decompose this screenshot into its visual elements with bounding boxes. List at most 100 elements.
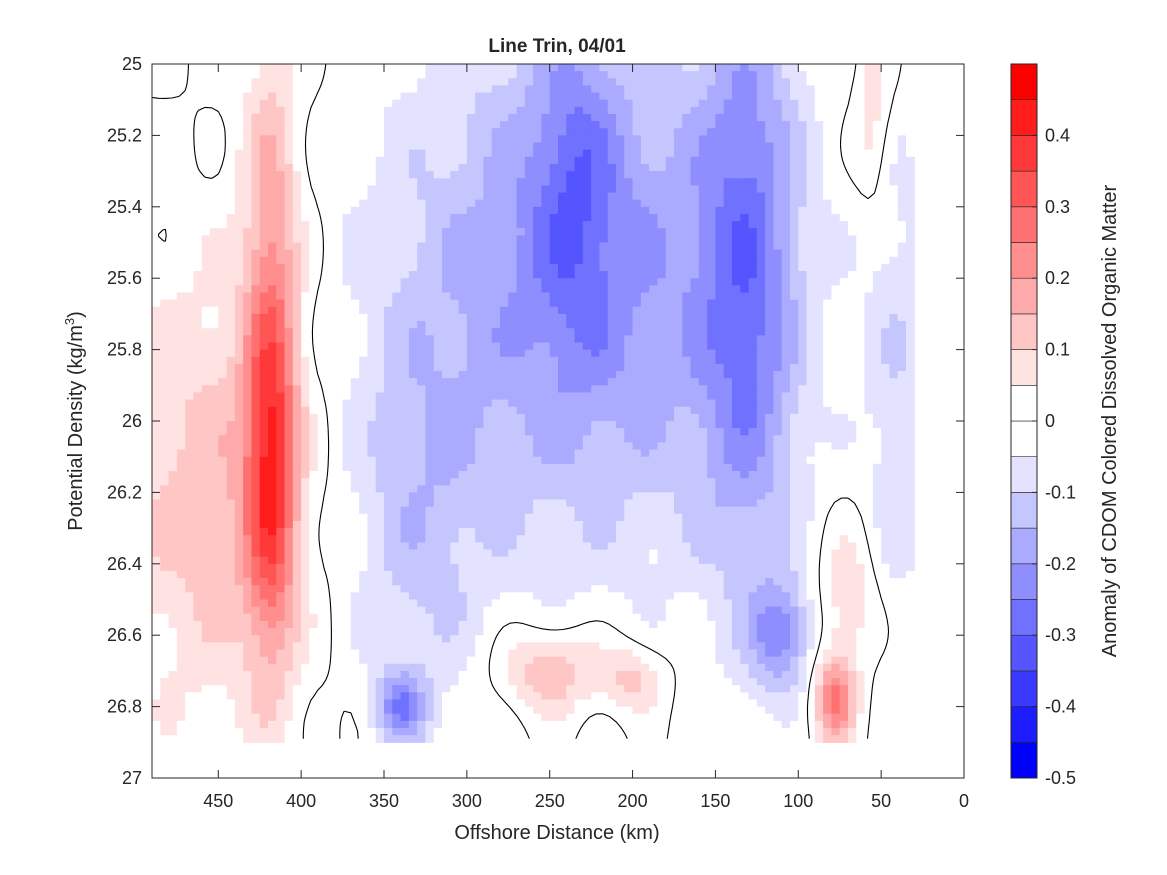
heatmap-cell [350,278,360,286]
heatmap-cell [566,478,576,486]
heatmap-cell [475,378,485,386]
heatmap-cell [268,456,277,465]
heatmap-cell [334,585,344,593]
heatmap-cell [442,313,451,322]
heatmap-cell [359,278,369,286]
heatmap-cell [392,192,402,201]
heatmap-cell [292,285,302,294]
heatmap-cell [185,399,195,408]
heatmap-cell [193,356,203,365]
heatmap-cell [400,349,410,358]
heatmap-cell [251,456,261,465]
heatmap-cell [243,628,253,636]
heatmap-cell [284,71,294,79]
heatmap-cell [516,335,526,344]
heatmap-cell [326,463,335,472]
heatmap-cell [508,635,518,643]
heatmap-cell [524,321,534,329]
heatmap-cell [541,570,551,579]
heatmap-cell [185,163,195,172]
heatmap-cell [558,685,567,693]
heatmap-cell [309,592,319,601]
heatmap-cell [400,235,410,244]
heatmap-cell [367,492,377,501]
heatmap-cell [243,206,253,215]
heatmap-cell [458,735,468,743]
heatmap-cell [276,599,286,608]
heatmap-cell [491,135,501,144]
heatmap-cell [359,535,369,543]
heatmap-cell [359,135,369,144]
heatmap-cell [442,678,451,686]
heatmap-cell [508,549,518,558]
heatmap-cell [218,428,228,436]
heatmap-cell [408,592,418,601]
heatmap-cell [367,335,377,344]
heatmap-cell [185,456,195,465]
heatmap-cell [549,213,559,222]
heatmap-cell [408,442,418,451]
heatmap-cell [234,635,244,643]
heatmap-cell [292,328,302,336]
heatmap-cell [392,249,402,258]
heatmap-cell [375,185,385,194]
heatmap-cell [234,306,244,315]
heatmap-cell [218,349,228,358]
heatmap-cell [176,628,186,636]
heatmap-cell [566,99,576,108]
heatmap-cell [392,528,402,536]
heatmap-cell [491,192,501,201]
heatmap-cell [483,99,493,108]
heatmap-cell [350,585,360,593]
heatmap-cell [292,421,302,429]
heatmap-cell [458,485,468,493]
heatmap-cell [309,171,319,179]
heatmap-cell [185,720,195,729]
heatmap-cell [508,570,518,579]
heatmap-cell [558,235,567,244]
heatmap-cell [309,463,319,472]
heatmap-cell [276,478,286,486]
heatmap-cell [475,463,485,472]
heatmap-cell [500,699,509,708]
heatmap-cell [475,121,485,129]
heatmap-cell [326,242,335,251]
heatmap-cell [218,492,228,501]
heatmap-cell [309,378,319,386]
heatmap-cell [408,499,418,508]
heatmap-cell [367,185,377,194]
heatmap-cell [450,528,460,536]
heatmap-cell [433,356,443,365]
heatmap-cell [185,706,195,715]
heatmap-cell [292,649,302,658]
heatmap-cell [276,163,286,172]
heatmap-cell [359,271,369,279]
heatmap-cell [309,142,319,151]
heatmap-cell [317,85,327,94]
heatmap-cell [201,613,211,622]
heatmap-cell [500,363,509,372]
heatmap-cell [334,428,344,436]
heatmap-cell [582,192,592,201]
heatmap-cell [483,335,493,344]
heatmap-cell [400,363,410,372]
heatmap-cell [309,570,319,579]
heatmap-cell [491,628,501,636]
heatmap-cell [350,692,360,701]
heatmap-cell [317,413,327,422]
heatmap-cell [251,306,261,315]
heatmap-cell [500,313,509,322]
heatmap-cell [326,570,335,579]
heatmap-cell [334,263,344,272]
heatmap-cell [301,578,311,586]
heatmap-cell [201,213,211,222]
heatmap-cell [193,92,203,101]
heatmap-cell [541,520,551,529]
heatmap-cell [508,256,518,265]
heatmap-cell [342,321,352,329]
heatmap-cell [384,199,393,208]
heatmap-cell [334,128,344,136]
heatmap-cell [176,613,186,622]
heatmap-cell [259,228,269,236]
heatmap-cell [276,285,286,294]
